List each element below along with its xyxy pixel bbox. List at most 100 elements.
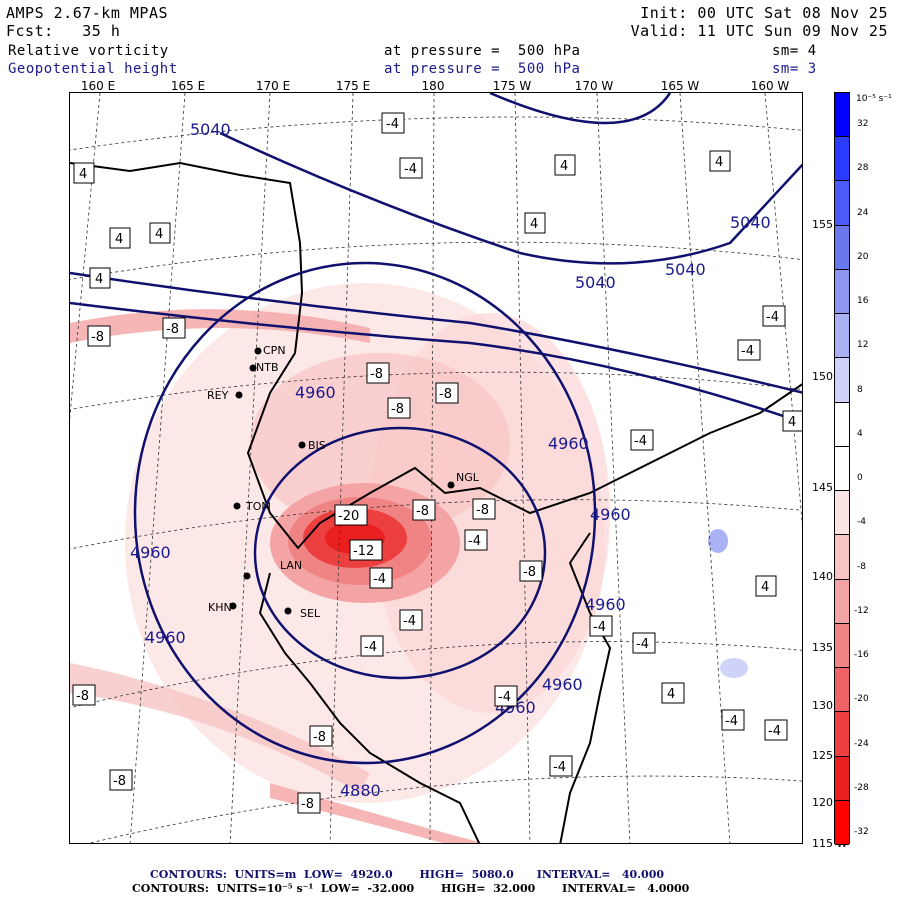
colorbar-tick-label: -16 [854, 650, 869, 661]
colorbar-tick-label: 32 [857, 119, 869, 130]
vorticity-label: 4 [715, 155, 723, 170]
colorbar-unit: 10⁻⁵ s⁻¹ [856, 94, 892, 104]
station-label: TOM [245, 500, 271, 513]
footer-height-contours: CONTOURS: UNITS=m LOW= 4920.0 HIGH= 5080… [150, 868, 664, 881]
vorticity-label: 4 [79, 167, 87, 182]
vorticity-label: 4 [788, 415, 796, 430]
colorbar-tick-label: 28 [857, 163, 869, 174]
vorticity-label: -8 [113, 774, 126, 789]
map-canvas: 5040 5040 5040 5040 4960 4960 4960 4960 … [70, 93, 802, 843]
colorbar-tick-label: -24 [854, 738, 869, 749]
vorticity-label: -8 [523, 565, 536, 580]
colorbar-segment [835, 491, 849, 536]
contour-label: 4960 [542, 675, 583, 694]
map-panel: 5040 5040 5040 5040 4960 4960 4960 4960 … [69, 92, 803, 844]
vorticity-label: -8 [91, 330, 104, 345]
stations: CPN NTB REY BIS TOM LAN KHN SEL NGL [207, 344, 480, 620]
colorbar-segment [835, 402, 849, 447]
station-label: LAN [280, 559, 302, 572]
contour-label: 5040 [190, 120, 231, 139]
contour-label: 4960 [548, 434, 589, 453]
vorticity-label: -8 [76, 689, 89, 704]
vorticity-label: -4 [636, 637, 649, 652]
colorbar [834, 92, 850, 845]
colorbar-tick-label: 20 [857, 251, 869, 262]
station-label: NGL [456, 471, 480, 484]
vorticity-label: -8 [476, 503, 489, 518]
field1-smoothing: sm= 4 [772, 43, 817, 59]
lon-label: 160 E [80, 79, 116, 93]
field2-level: at pressure = 500 hPa [384, 61, 581, 77]
field2-smoothing: sm= 3 [772, 61, 817, 77]
lon-label: 175 W [492, 79, 532, 93]
contour-label: 5040 [575, 273, 616, 292]
colorbar-segment [835, 756, 849, 801]
colorbar-tick-label: -32 [854, 827, 869, 837]
field2-name: Geopotential height [8, 61, 178, 77]
field1-level: at pressure = 500 hPa [384, 43, 581, 59]
colorbar-tick-label: -12 [854, 605, 869, 616]
vorticity-label: -4 [768, 724, 781, 739]
vorticity-label: -8 [439, 387, 452, 402]
contour-label: 4960 [295, 383, 336, 402]
colorbar-tick-label: 0 [857, 473, 863, 484]
field1-name: Relative vorticity [8, 43, 169, 59]
lon-label: 165 W [660, 79, 700, 93]
vorticity-label: -4 [386, 117, 399, 132]
vorticity-label: -4 [403, 614, 416, 629]
init-time: Init: 00 UTC Sat 08 Nov 25 [640, 4, 888, 22]
coastline [70, 161, 802, 550]
vorticity-label: -8 [166, 322, 179, 337]
height-contours [70, 93, 802, 765]
colorbar-segment [835, 623, 849, 669]
vorticity-label: 4 [95, 272, 103, 287]
vorticity-shading [70, 283, 748, 843]
vorticity-label: -4 [741, 344, 754, 359]
station-label: NTB [256, 361, 279, 374]
colorbar-segment [835, 314, 849, 359]
colorbar-tick-label: 12 [857, 340, 869, 351]
vorticity-label: -4 [593, 620, 606, 635]
vorticity-label: -4 [553, 760, 566, 775]
lon-label: 180 [421, 79, 445, 93]
vorticity-label: -4 [468, 534, 481, 549]
contour-label: 4960 [585, 595, 626, 614]
vorticity-label: -8 [313, 730, 326, 745]
colorbar-segment [835, 269, 849, 315]
contour-label: 4880 [340, 781, 381, 800]
colorbar-segment [835, 535, 849, 580]
valid-time: Valid: 11 UTC Sun 09 Nov 25 [630, 22, 888, 40]
colorbar-segment [835, 668, 849, 713]
footer-vorticity-contours: CONTOURS: UNITS=10⁻⁵ s⁻¹ LOW= -32.000 HI… [132, 882, 690, 895]
contour-label: 5040 [730, 213, 771, 232]
colorbar-tick-label: 16 [857, 296, 869, 307]
contour-label: 4960 [145, 628, 186, 647]
station-label: SEL [300, 607, 321, 620]
lon-label: 170 W [574, 79, 614, 93]
model-title: AMPS 2.67-km MPAS [6, 4, 169, 22]
vorticity-label: 4 [667, 687, 675, 702]
lon-label: 175 E [335, 79, 371, 93]
vorticity-label: -4 [498, 690, 511, 705]
colorbar-segment [835, 800, 849, 845]
vorticity-label: -8 [370, 367, 383, 382]
station-label: KHN [208, 601, 232, 614]
vorticity-label: 4 [155, 227, 163, 242]
vorticity-label: 4 [115, 232, 123, 247]
colorbar-segment [835, 225, 849, 270]
colorbar-segment [835, 446, 849, 492]
vorticity-labels: -4 -4 4 4 4 4 4 4 4 -8 -8 -8 -8 -8 -8 -8… [72, 112, 802, 814]
coastline-east [559, 532, 612, 843]
vorticity-label: 4 [761, 580, 769, 595]
colorbar-tick-label: -28 [854, 782, 869, 793]
vorticity-label: -4 [373, 572, 386, 587]
vorticity-label: 4 [560, 159, 568, 174]
colorbar-segment [835, 579, 849, 624]
station-label: CPN [263, 344, 286, 357]
colorbar-segment [835, 712, 849, 757]
contour-label: 4960 [590, 505, 631, 524]
lon-label: 165 E [170, 79, 206, 93]
vorticity-label: -4 [634, 434, 647, 449]
colorbar-segment [835, 358, 849, 403]
vorticity-label: 4 [530, 217, 538, 232]
